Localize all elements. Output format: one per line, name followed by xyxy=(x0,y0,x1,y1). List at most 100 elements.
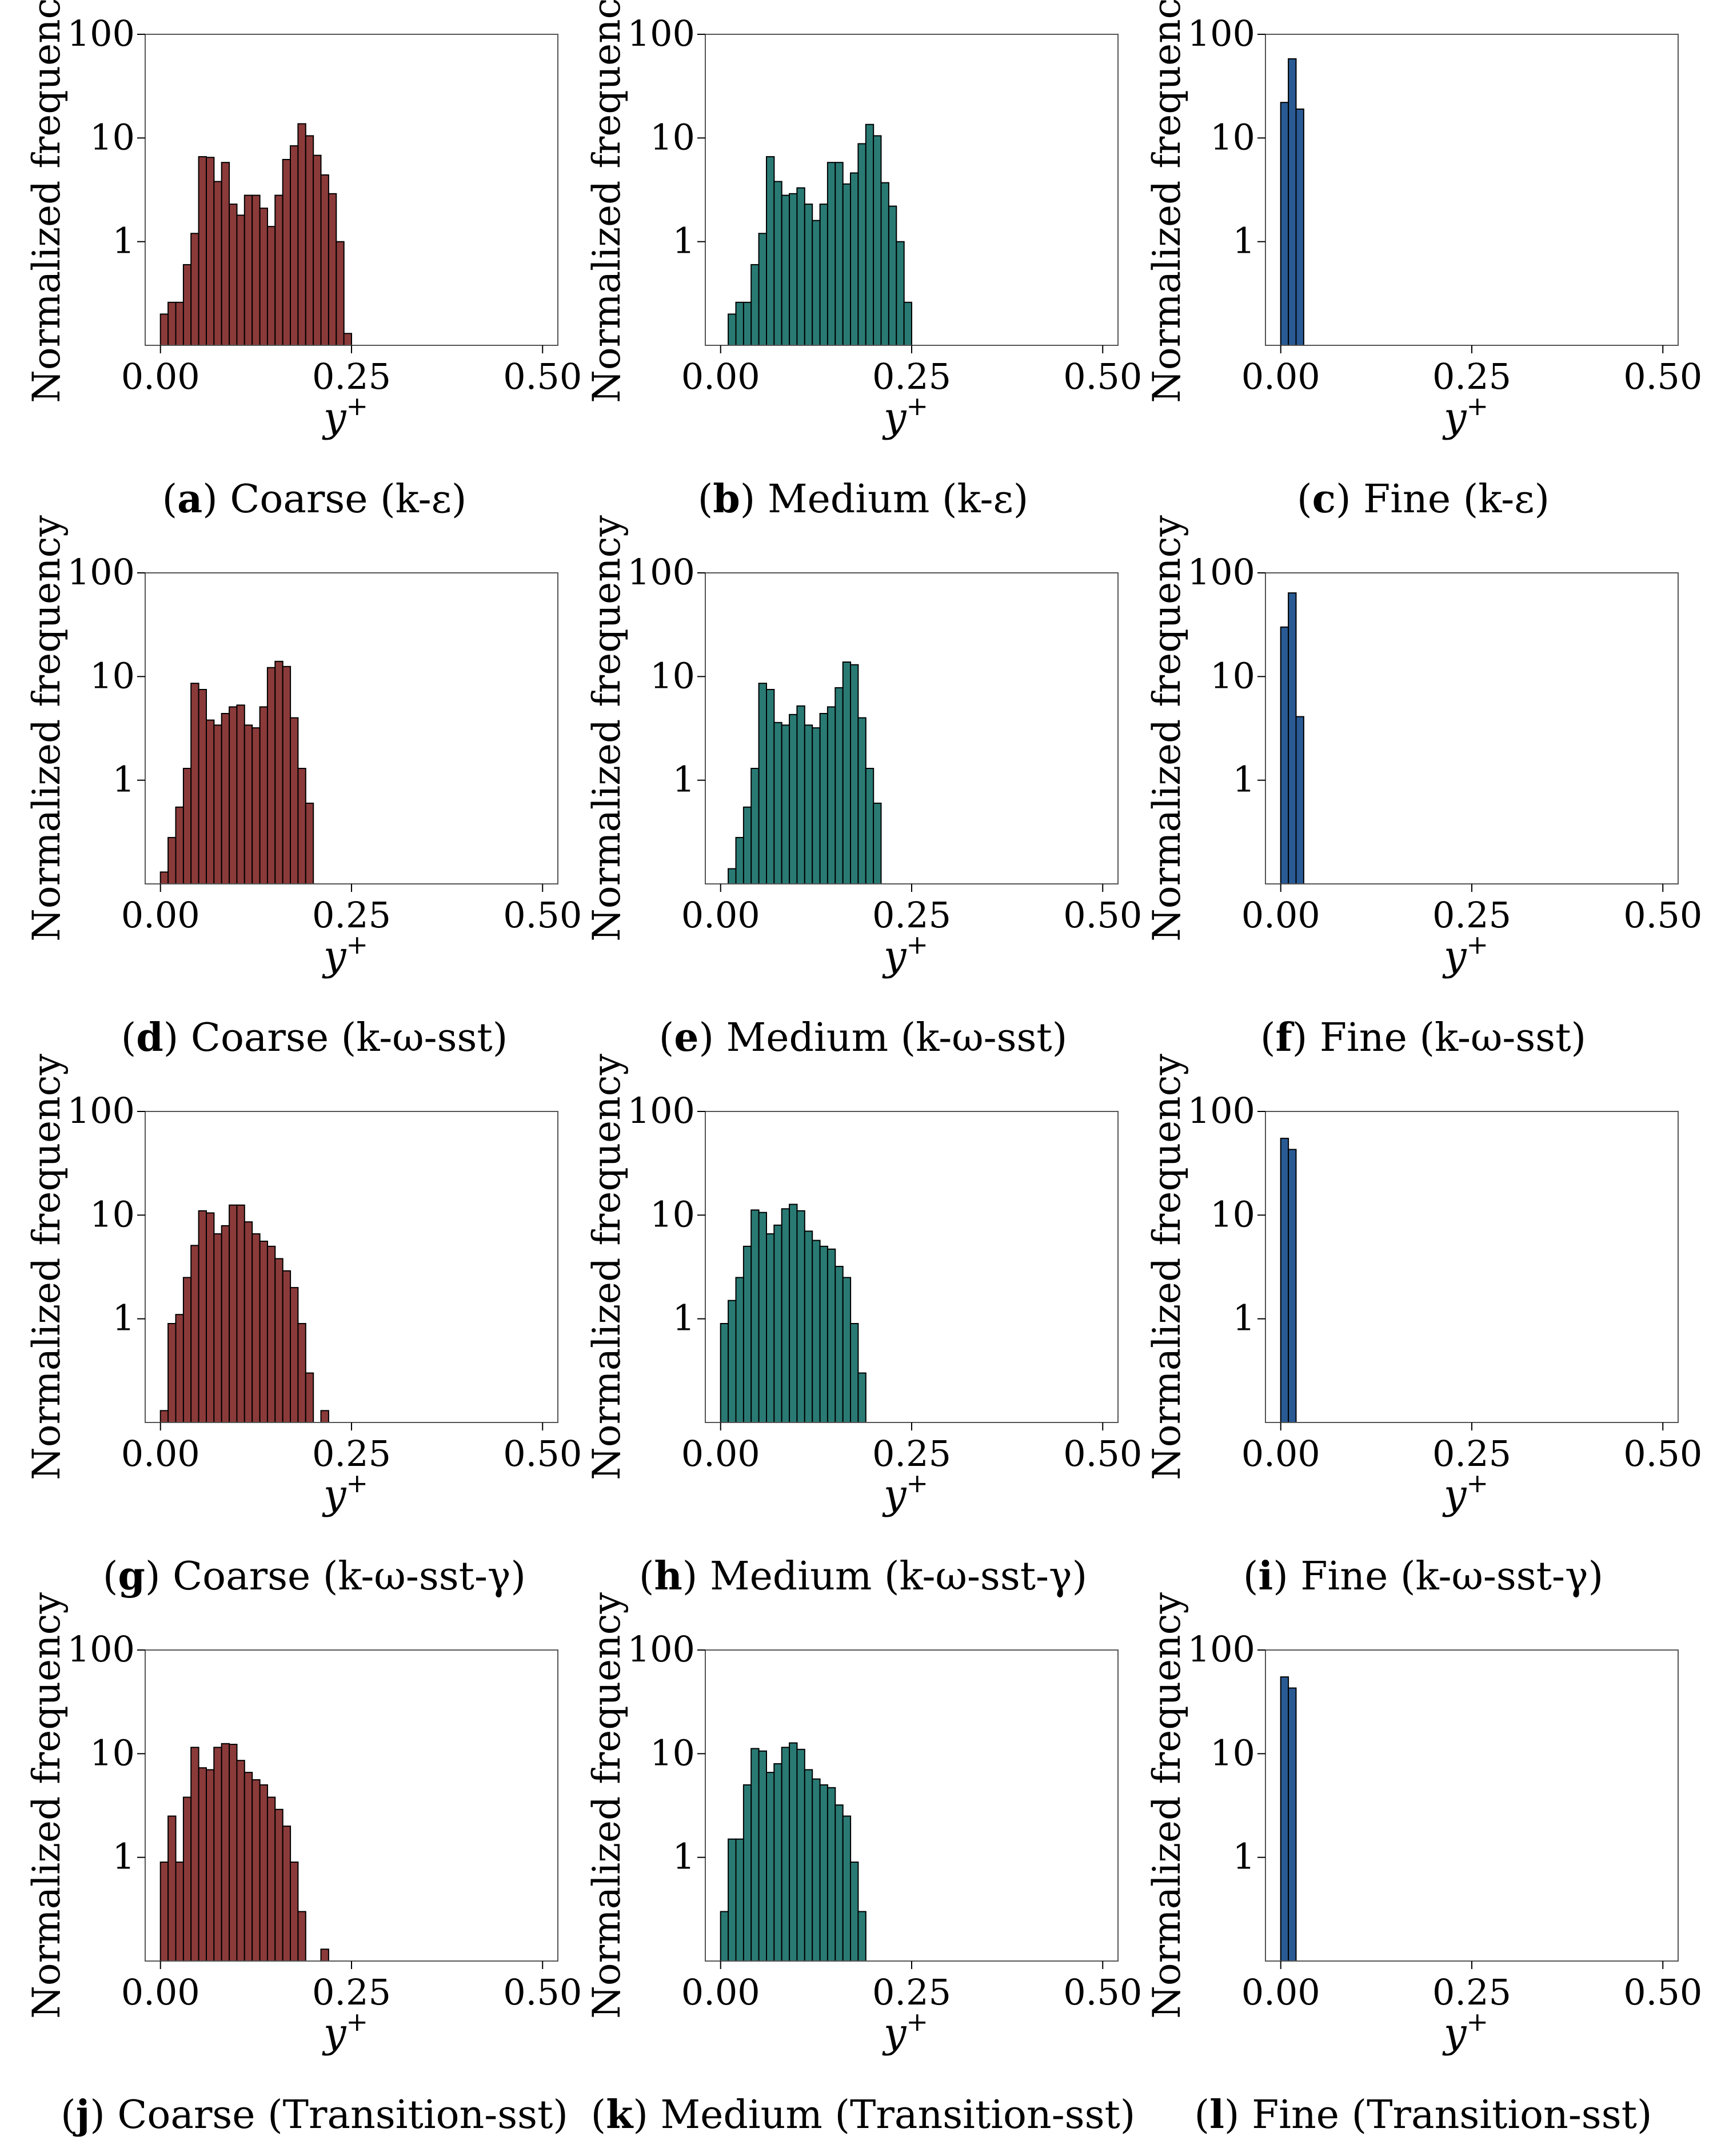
caption-letter: l xyxy=(1209,2092,1224,2138)
panel-h: 1 10 100 0.00 0.25 0.50 y+ Normalized frequency… xyxy=(585,1053,1142,1599)
panel-d: 1 10 100 0.00 0.25 0.50 y+ Normalized frequency… xyxy=(25,515,582,1061)
histogram-bar xyxy=(336,241,345,346)
y-axis-label: Normalized frequency xyxy=(585,1053,629,1480)
histogram-bar xyxy=(842,661,852,884)
caption-paren-open: ( xyxy=(162,477,178,522)
y-axis-label: Normalized frequency xyxy=(1145,0,1189,403)
histogram-bar xyxy=(1280,626,1289,885)
histogram-bar xyxy=(274,194,283,346)
histogram-bar xyxy=(167,836,177,885)
histogram-bar xyxy=(159,871,169,885)
histogram-bar xyxy=(1288,1149,1297,1423)
histogram-bar xyxy=(282,665,292,885)
histogram-bar xyxy=(812,220,821,346)
x-tick-label: 0.50 xyxy=(1623,1971,1702,2013)
y-tick-label: 100 xyxy=(628,1090,695,1131)
histogram-bar xyxy=(1280,1676,1289,1962)
y-tick-label: 10 xyxy=(90,1193,135,1235)
panel-caption: (e) Medium (k-ω-sst) xyxy=(659,1015,1068,1061)
y-tick-label: 1 xyxy=(113,759,135,800)
histogram-bar xyxy=(175,1862,184,1962)
histogram-bar xyxy=(198,1767,207,1962)
histogram-bar xyxy=(213,1233,222,1424)
x-axis-label: y+ xyxy=(882,2006,928,2057)
histogram-bar xyxy=(221,162,230,346)
y-tick-label: 1 xyxy=(1233,1836,1255,1878)
caption-text: ) Medium (k-ε) xyxy=(740,477,1028,522)
histogram-bar xyxy=(290,145,299,346)
x-tick-label: 0.25 xyxy=(1432,1971,1511,2013)
histogram-bar xyxy=(251,194,261,346)
histogram-bar xyxy=(290,717,299,884)
x-axis-label-sup: + xyxy=(1467,1468,1489,1499)
y-tick-label: 1 xyxy=(673,1297,695,1339)
y-tick-label: 100 xyxy=(628,551,695,593)
y-tick-label: 10 xyxy=(650,1193,695,1235)
histogram-bar xyxy=(773,181,782,346)
panel-f: 1 10 100 0.00 0.25 0.50 y+ Normalized frequency… xyxy=(1145,515,1702,1061)
histogram-bar xyxy=(297,1911,306,1962)
histogram-bar xyxy=(236,1760,245,1962)
histogram-bar xyxy=(781,1747,790,1962)
histogram-bar xyxy=(190,1747,199,1962)
histogram-bar xyxy=(865,768,875,884)
histogram-bar xyxy=(259,208,269,346)
y-tick-label: 10 xyxy=(1210,116,1255,158)
histogram-bar xyxy=(789,193,798,346)
histogram-bar xyxy=(804,724,813,885)
x-axis-label-sup: + xyxy=(907,390,929,421)
x-tick-label: 0.00 xyxy=(681,894,760,936)
caption-text: ) Fine (k-ω-sst) xyxy=(1292,1015,1586,1061)
x-tick-label: 0.50 xyxy=(503,356,582,397)
histogram-bar xyxy=(243,1772,253,1962)
caption-paren-open: ( xyxy=(591,2093,606,2138)
panel-caption: (g) Coarse (k-ω-sst-γ) xyxy=(103,1553,526,1599)
x-tick-label: 0.25 xyxy=(1432,894,1511,936)
panel-i: 1 10 100 0.00 0.25 0.50 y+ Normalized frequency… xyxy=(1145,1053,1702,1599)
caption-letter: e xyxy=(674,1015,698,1061)
histogram-bar xyxy=(206,719,215,884)
histogram-bar xyxy=(728,313,737,346)
caption-paren-open: ( xyxy=(1297,477,1312,522)
histogram-bar xyxy=(758,1211,767,1423)
histogram-bar xyxy=(266,1796,276,1962)
histogram-bar xyxy=(796,187,805,346)
caption-paren-open: ( xyxy=(698,477,713,522)
caption-letter: g xyxy=(118,1553,145,1599)
plot-frame xyxy=(1265,34,1679,346)
x-tick-label: 0.50 xyxy=(1063,356,1142,397)
panel-caption: (b) Medium (k-ε) xyxy=(698,476,1029,522)
histogram-bar xyxy=(259,706,269,885)
x-tick-label: 0.25 xyxy=(872,894,951,936)
y-tick-label: 100 xyxy=(628,1628,695,1670)
panel-e: 1 10 100 0.00 0.25 0.50 y+ Normalized frequency… xyxy=(585,515,1142,1061)
histogram-bar xyxy=(266,226,276,346)
histogram-bar xyxy=(728,868,737,884)
histogram-bar xyxy=(812,727,821,884)
histogram-bar xyxy=(750,1748,760,1962)
histogram-bar xyxy=(789,1742,798,1962)
y-tick-label: 1 xyxy=(673,759,695,800)
histogram-bar xyxy=(236,214,245,346)
panel-j: 1 10 100 0.00 0.25 0.50 y+ Normalized frequency… xyxy=(25,1592,582,2138)
panel-caption: (j) Coarse (Transition-sst) xyxy=(61,2092,568,2138)
histogram-bar xyxy=(251,1779,261,1962)
panel-caption: (h) Medium (k-ω-sst-γ) xyxy=(639,1553,1087,1599)
histogram-bar xyxy=(812,1240,821,1424)
x-axis-label: y+ xyxy=(1442,929,1488,979)
y-tick-label: 1 xyxy=(113,1297,135,1339)
histogram-bar xyxy=(198,156,207,346)
histogram-bar xyxy=(750,1209,760,1423)
histogram-bar xyxy=(159,1410,169,1424)
histogram-bar xyxy=(243,724,253,885)
histogram-bar xyxy=(742,1784,752,1962)
x-tick-label: 0.00 xyxy=(121,1433,200,1474)
histogram-bar xyxy=(290,1287,299,1424)
histogram-bar xyxy=(735,836,744,885)
histogram-bar xyxy=(850,172,859,346)
histogram-bar xyxy=(842,183,852,346)
caption-text: ) Coarse (k-ω-sst-γ) xyxy=(145,1554,526,1599)
x-tick-label: 0.25 xyxy=(872,1971,951,2013)
histogram-bar xyxy=(274,660,283,885)
